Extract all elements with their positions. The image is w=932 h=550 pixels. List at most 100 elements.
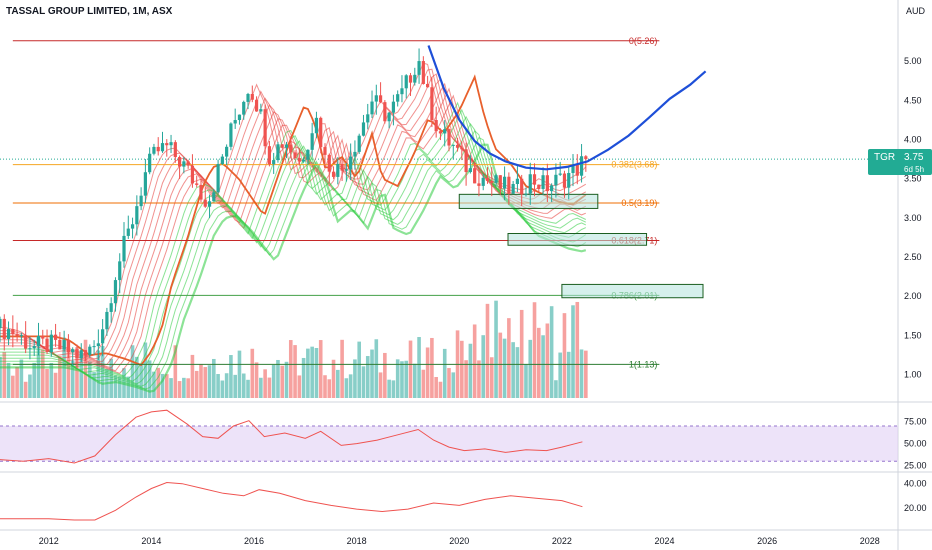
time-tick-label: 2026: [757, 536, 777, 546]
candle-body: [45, 338, 49, 353]
price-tag-ticker: TGR: [874, 152, 895, 163]
volume-bar: [70, 360, 75, 398]
volume-bar: [19, 359, 24, 398]
candle-body: [327, 154, 331, 172]
volume-bar: [545, 323, 550, 398]
volume-bar: [430, 337, 434, 398]
candle-body: [237, 114, 242, 121]
candle-body: [11, 329, 15, 335]
candle-body: [126, 228, 130, 236]
time-tick-label: 2012: [39, 536, 59, 546]
candle-body: [387, 112, 391, 122]
volume-bar: [451, 372, 456, 398]
volume-bar: [79, 354, 84, 398]
candle-body: [319, 117, 323, 148]
volume-bar: [130, 345, 135, 398]
candle-body: [485, 177, 490, 181]
candle-body: [404, 75, 408, 89]
rsi-pane: [0, 409, 898, 464]
candle-body: [199, 184, 203, 200]
candle-body: [195, 183, 199, 185]
candle-body: [421, 61, 425, 84]
candle-body: [468, 168, 472, 173]
volume-bar: [220, 380, 225, 398]
volume-bar: [370, 349, 374, 398]
candle-body: [122, 235, 126, 262]
volume-bar: [2, 352, 7, 398]
axis-layer: 5.00 4.50 4.00 3.50 3.00 2.50 2.00 1.50 1.00 2012…: [39, 56, 927, 546]
candle-body: [507, 176, 511, 194]
candle-body: [438, 131, 443, 134]
candle-body: [302, 159, 306, 162]
price-tick-label: 1.00: [904, 370, 922, 380]
volume-bar: [207, 365, 212, 398]
candle-body: [66, 340, 71, 353]
volume-bar: [229, 355, 233, 398]
ribbon-line: [0, 62, 587, 357]
candle-body: [139, 195, 143, 207]
ribbon-line: [0, 129, 587, 387]
volume-bar: [395, 359, 400, 398]
volume-bar: [554, 380, 558, 398]
volume-bar: [271, 364, 276, 398]
candle-body: [473, 168, 477, 184]
candle-body: [349, 156, 353, 170]
candle-body: [190, 165, 195, 184]
volume-bar: [212, 358, 216, 398]
volume-bar: [417, 337, 421, 398]
candle-body: [83, 350, 88, 355]
volume-bar: [541, 335, 545, 398]
volume-bar: [284, 361, 289, 398]
candle-body: [49, 334, 53, 353]
volume-bar: [216, 374, 220, 398]
price-tick-label: 4.50: [904, 95, 922, 105]
candle-body: [494, 175, 498, 183]
candle-body: [19, 335, 23, 337]
volume-bar: [344, 378, 349, 398]
candle-body: [246, 93, 250, 102]
candle-body: [2, 318, 6, 339]
volume-bar: [250, 348, 255, 398]
volume-bar: [468, 343, 473, 398]
volume-bar: [566, 351, 571, 398]
candle-body: [152, 146, 156, 154]
volume-bar: [571, 305, 575, 398]
volume-bar: [293, 345, 297, 398]
volume-bar: [558, 352, 562, 398]
volume-bar: [485, 303, 490, 398]
candle-body: [336, 163, 340, 177]
volume-bar: [267, 377, 272, 398]
candle-body: [118, 261, 122, 281]
rsi-tick-label: 75.00: [904, 417, 927, 427]
fib-level-label: 0.382(3.68): [611, 160, 657, 170]
volume-bar: [310, 346, 314, 398]
oscillator-tick-label: 20.00: [904, 503, 927, 513]
volume-bar: [348, 374, 353, 398]
candle-body: [92, 346, 96, 348]
candle-body: [391, 101, 396, 113]
candle-body: [62, 340, 66, 350]
volume-bar: [438, 381, 443, 398]
candle-body: [207, 201, 212, 207]
candle-body: [434, 120, 438, 132]
volume-bar: [340, 339, 344, 398]
candle-body: [490, 180, 494, 183]
price-tag[interactable]: TGR 3.75 6d 5h: [868, 149, 932, 175]
candle-body: [413, 74, 417, 83]
candle-body: [58, 339, 62, 350]
candle-body: [53, 334, 58, 340]
volume-bar: [241, 373, 246, 398]
volume-bar: [164, 374, 169, 398]
ribbon-layer: [0, 62, 587, 393]
time-tick-label: 2018: [347, 536, 367, 546]
candle-body: [36, 335, 41, 347]
price-tick-label: 2.00: [904, 291, 922, 301]
candle-body: [156, 146, 160, 152]
ribbon-line: [0, 143, 587, 393]
volume-bar: [301, 357, 306, 398]
volume-bar: [442, 348, 447, 398]
candle-body: [24, 335, 28, 349]
volume-bar: [464, 360, 468, 398]
price-tick-label: 5.00: [904, 56, 922, 66]
